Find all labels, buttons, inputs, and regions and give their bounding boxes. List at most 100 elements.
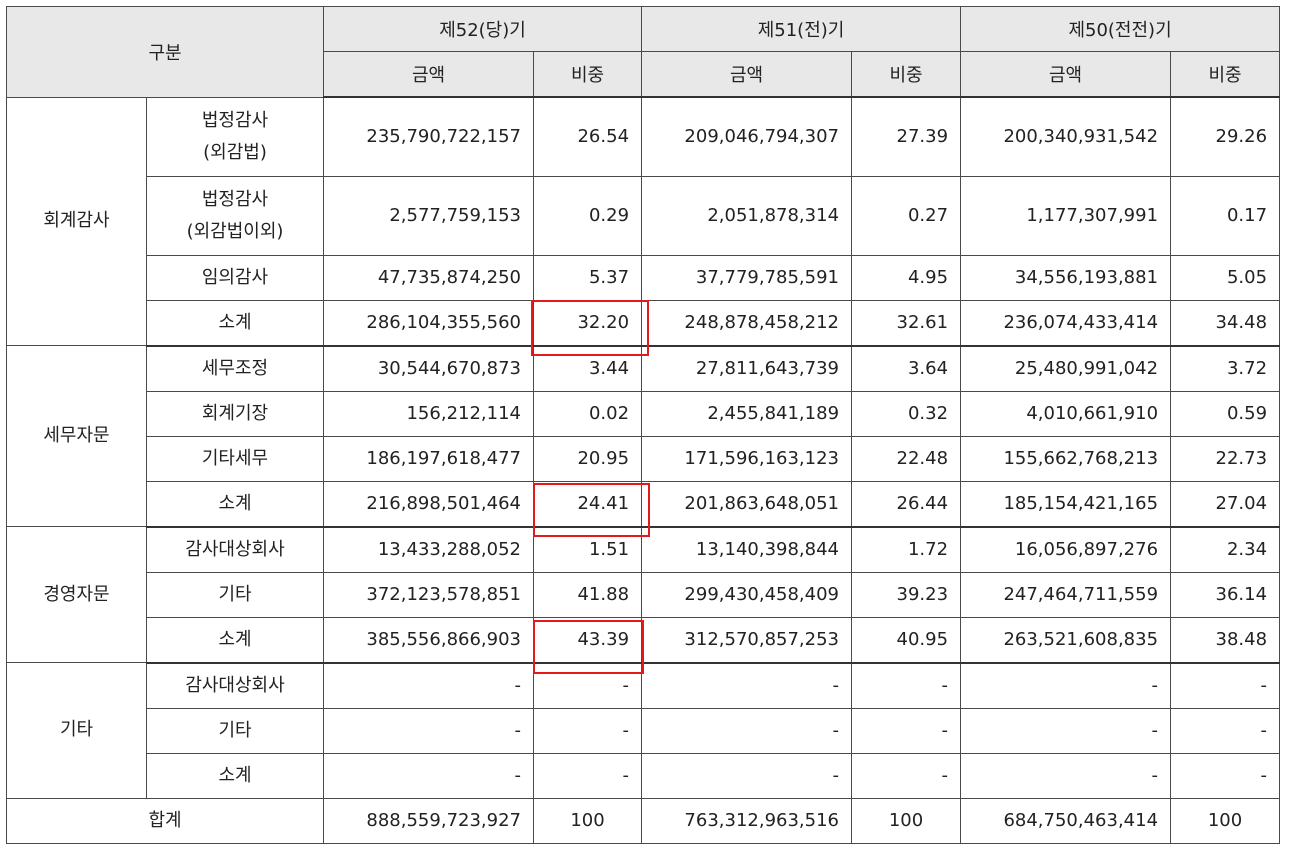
amount-cell: 27,811,643,739 [641,345,853,392]
row-item-label: 세무조정 [146,345,324,392]
amount-cell: - [960,662,1172,709]
ratio-cell: 29.26 [1170,96,1281,177]
table-row: 회계감사 법정감사 (외감법) 235,790,722,157 26.54 20… [6,96,1281,346]
ratio-cell: 22.73 [1170,435,1281,482]
ratio-cell: 3.64 [851,345,962,392]
header-category: 구분 [6,6,324,98]
table-row: 기타 372,123,578,851 41.88 299,430,458,409… [7,571,1281,618]
amount-cell: 263,521,608,835 [960,616,1172,664]
amount-cell: 185,154,421,165 [960,480,1172,528]
ratio-cell: 24.41 [532,480,643,528]
header-ratio: 비중 [532,51,643,98]
group-label: 기타 [6,662,147,799]
ratio-cell: - [532,707,643,754]
subtotal-row: 소계 - - - - - - [7,752,1281,799]
ratio-cell: - [1170,707,1281,754]
amount-cell: 156,212,114 [323,390,534,437]
group-label: 회계감사 [6,96,147,346]
amount-cell: 186,197,618,477 [323,435,534,482]
ratio-cell: 3.72 [1170,345,1281,392]
ratio-cell: - [851,752,962,799]
row-item-label: 기타 [146,571,324,618]
amount-cell: 2,051,878,314 [641,175,853,256]
amount-cell: 236,074,433,414 [960,299,1172,347]
ratio-cell: 34.48 [1170,299,1281,347]
ratio-cell: 1.72 [851,526,962,573]
amount-cell: 888,559,723,927 [323,797,534,844]
table-row: 기타세무 186,197,618,477 20.95 171,596,163,1… [7,435,1281,482]
amount-cell: 209,046,794,307 [641,96,853,177]
ratio-cell: 41.88 [532,571,643,618]
amount-cell: 171,596,163,123 [641,435,853,482]
amount-cell: 299,430,458,409 [641,571,853,618]
ratio-cell: - [851,662,962,709]
table-row: 기타 - - - - - - [7,707,1281,754]
amount-cell: 155,662,768,213 [960,435,1172,482]
ratio-cell: 100 [851,797,962,844]
amount-cell: 286,104,355,560 [323,299,534,347]
amount-cell: 216,898,501,464 [323,480,534,528]
row-item-label: 기타 [146,707,324,754]
header-amount: 금액 [641,51,853,98]
amount-cell: 4,010,661,910 [960,390,1172,437]
table-row: 경영자문 감사대상회사 13,433,288,052 1.51 13,140,3… [6,526,1281,663]
amount-cell: - [323,752,534,799]
ratio-cell: 36.14 [1170,571,1281,618]
ratio-cell: 3.44 [532,345,643,392]
ratio-cell: 38.48 [1170,616,1281,664]
ratio-cell: 43.39 [532,616,643,664]
group-label: 경영자문 [6,526,147,663]
ratio-cell: 32.20 [532,299,643,347]
amount-cell: - [323,707,534,754]
row-item-label: 소계 [146,480,324,528]
amount-cell: 25,480,991,042 [960,345,1172,392]
ratio-cell: 1.51 [532,526,643,573]
ratio-cell: - [532,752,643,799]
amount-cell: - [960,707,1172,754]
subtotal-row: 소계 216,898,501,464 24.41 201,863,648,051… [7,480,1281,528]
ratio-cell: 0.02 [532,390,643,437]
row-item-label: 소계 [146,752,324,799]
ratio-cell: 0.27 [851,175,962,256]
amount-cell: 201,863,648,051 [641,480,853,528]
amount-cell: 247,464,711,559 [960,571,1172,618]
header-ratio: 비중 [1170,51,1281,98]
ratio-cell: 32.61 [851,299,962,347]
ratio-cell: 27.39 [851,96,962,177]
ratio-cell: 0.17 [1170,175,1281,256]
ratio-cell: - [1170,752,1281,799]
row-item-label: 회계기장 [146,390,324,437]
row-item-label: 법정감사 (외감법) [146,96,324,177]
ratio-cell: 0.59 [1170,390,1281,437]
amount-cell: 16,056,897,276 [960,526,1172,573]
ratio-cell: 26.44 [851,480,962,528]
table-row: 기타 감사대상회사 - - - - - - [6,662,1281,799]
amount-cell: 2,577,759,153 [323,175,534,256]
amount-cell: - [641,662,853,709]
row-item-label: 감사대상회사 [146,526,324,573]
ratio-cell: 4.95 [851,254,962,301]
amount-cell: 248,878,458,212 [641,299,853,347]
amount-cell: 385,556,866,903 [323,616,534,664]
ratio-cell: - [532,662,643,709]
amount-cell: 200,340,931,542 [960,96,1172,177]
audit-fee-table: 구분 제52(당)기 제51(전)기 제50(전전)기 금액 비중 금액 비중 … [6,6,1281,844]
group-label: 세무자문 [6,345,147,527]
subtotal-row: 소계 385,556,866,903 43.39 312,570,857,253… [7,616,1281,664]
ratio-cell: 0.29 [532,175,643,256]
ratio-cell: 5.05 [1170,254,1281,301]
amount-cell: - [641,707,853,754]
amount-cell: 372,123,578,851 [323,571,534,618]
header-period-51: 제51(전)기 [641,6,962,52]
ratio-cell: 27.04 [1170,480,1281,528]
amount-cell: 34,556,193,881 [960,254,1172,301]
table-row: 임의감사 47,735,874,250 5.37 37,779,785,591 … [7,254,1281,301]
amount-cell: 1,177,307,991 [960,175,1172,256]
amount-cell: 2,455,841,189 [641,390,853,437]
amount-cell: 13,140,398,844 [641,526,853,573]
row-item-label: 감사대상회사 [146,662,324,709]
ratio-cell: 100 [532,797,643,844]
ratio-cell: 39.23 [851,571,962,618]
row-item-label: 기타세무 [146,435,324,482]
amount-cell: 235,790,722,157 [323,96,534,177]
